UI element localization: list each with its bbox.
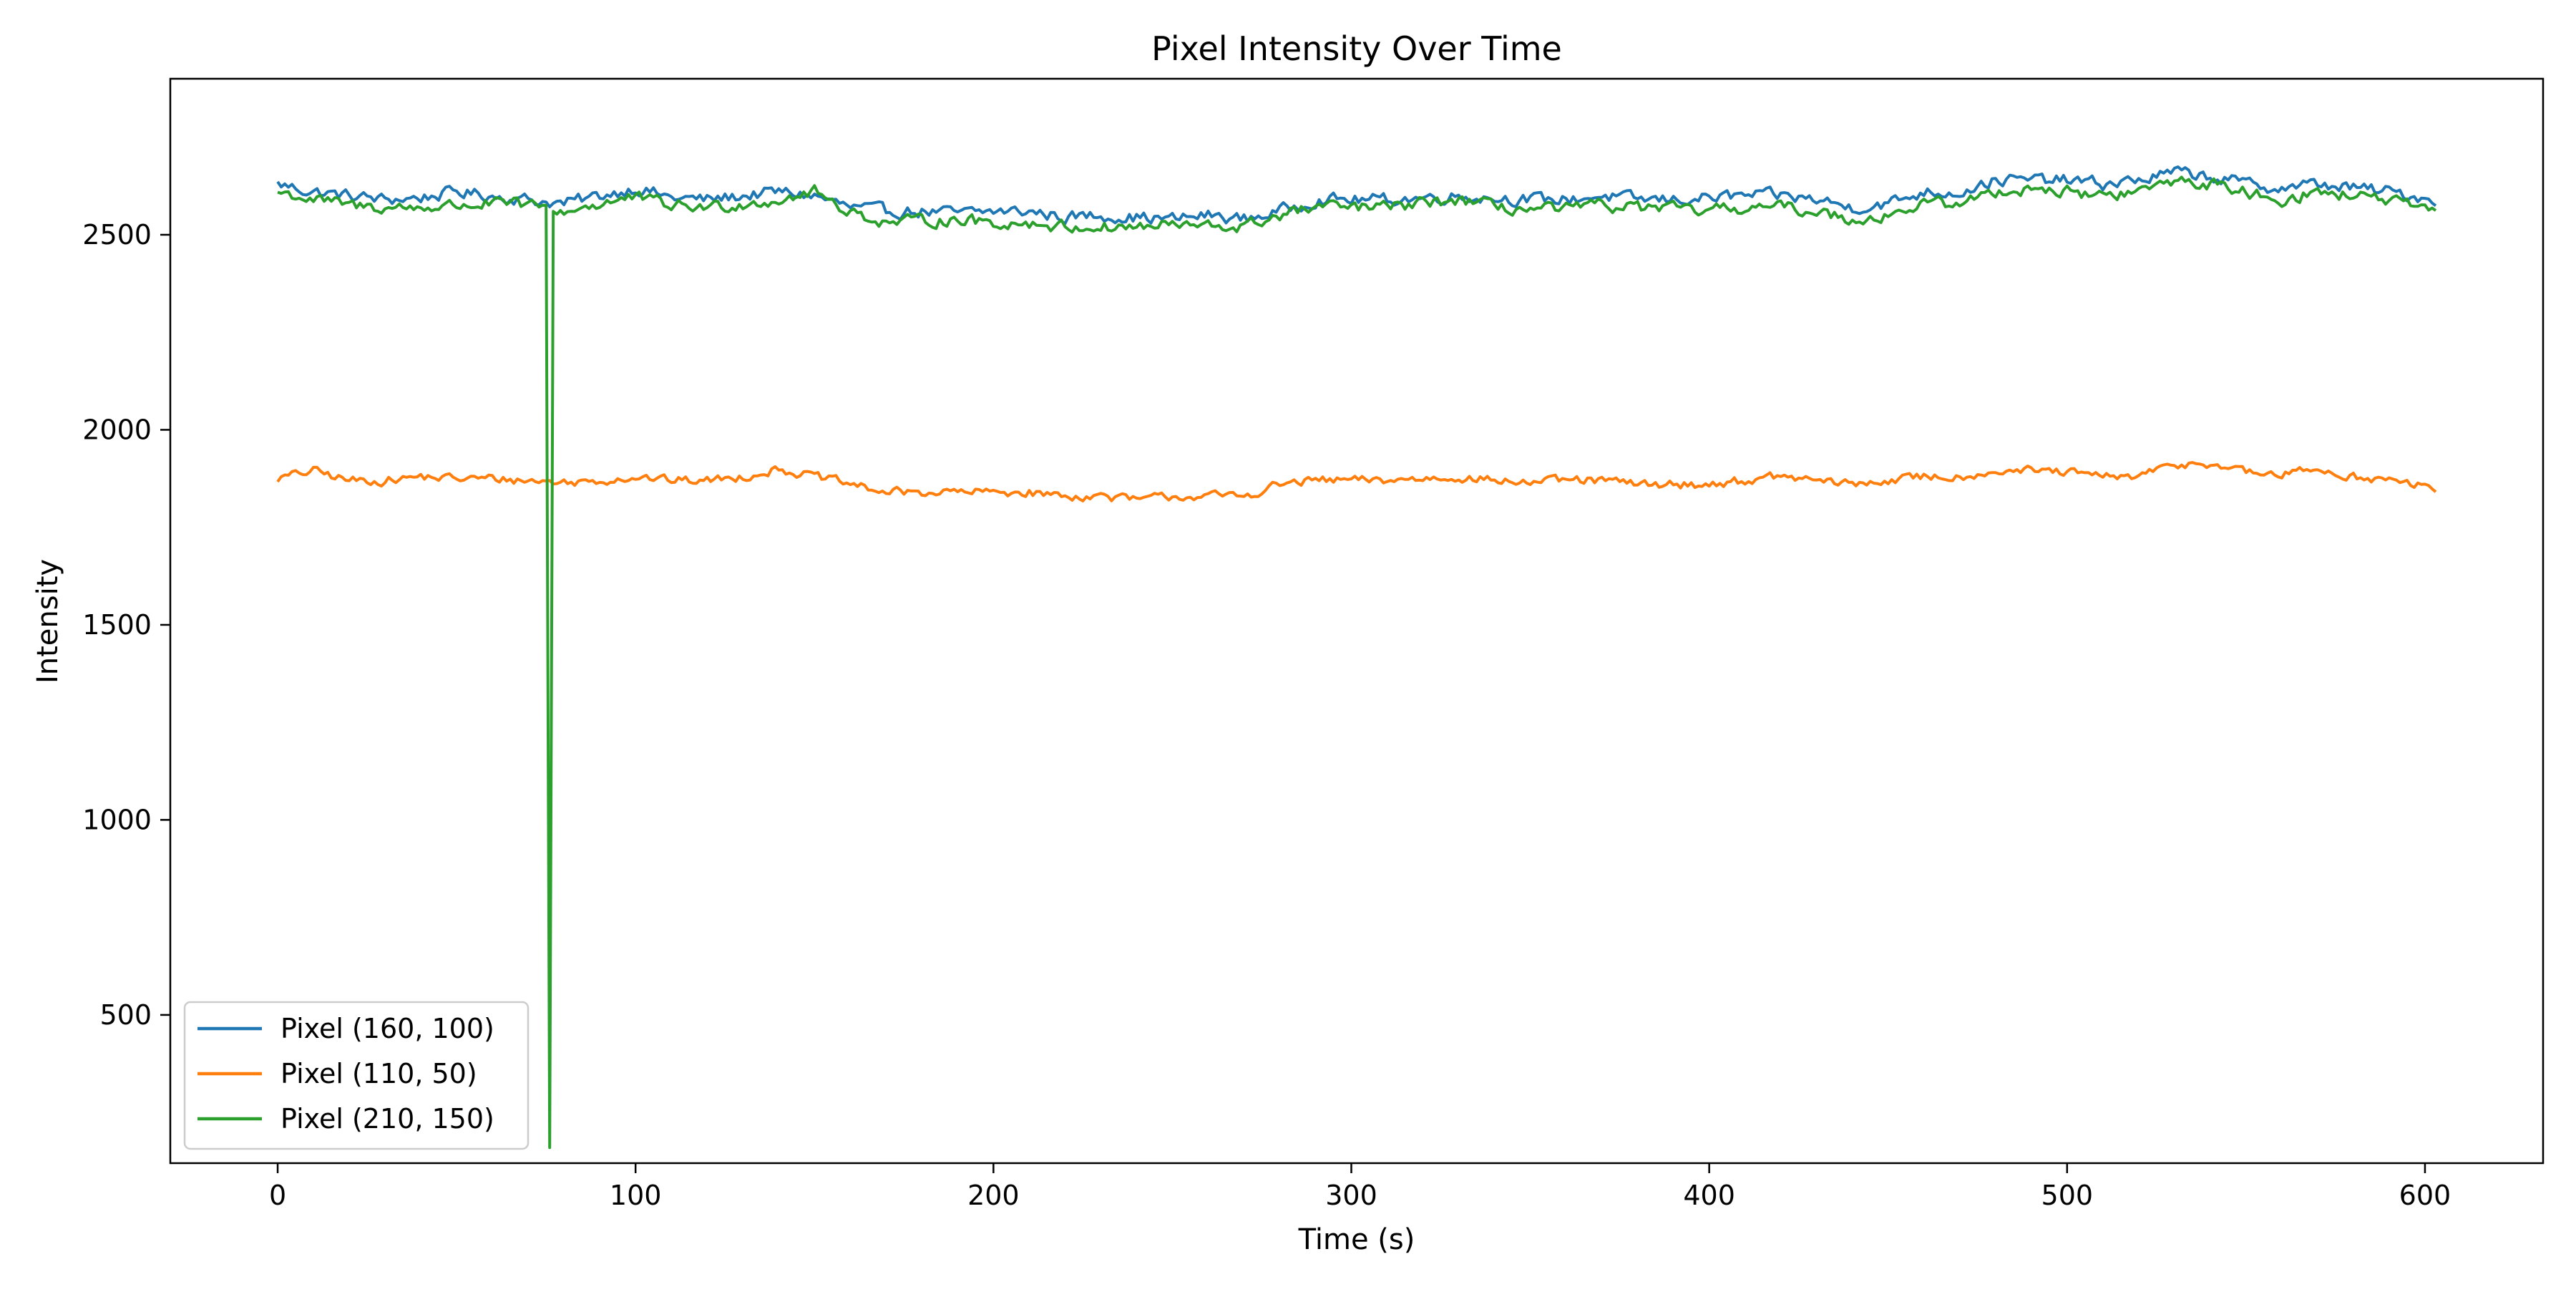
legend: Pixel (160, 100) Pixel (110, 50) Pixel (21… [183,1001,530,1150]
y-tick-label: 2500 [82,219,152,251]
y-tick-label: 2000 [82,414,152,445]
y-tick-label: 1500 [82,609,152,641]
series-line-3 [277,175,2437,1150]
y-tick-label: 500 [99,999,152,1031]
y-tick-label: 1000 [82,804,152,835]
legend-box [183,1001,530,1150]
x-tick-label: 300 [1325,1180,1377,1211]
x-axis-label: Time (s) [1298,1223,1415,1256]
x-axis: 0 100 200 300 400 500 600 [269,1163,2451,1211]
legend-label-3: Pixel (210, 150) [280,1103,494,1135]
x-tick-label: 400 [1683,1180,1735,1211]
x-tick-label: 500 [2041,1180,2094,1211]
chart-title: Pixel Intensity Over Time [1151,29,1562,68]
legend-label-2: Pixel (110, 50) [280,1058,477,1089]
x-tick-label: 600 [2399,1180,2451,1211]
series-layer [276,165,2437,1150]
legend-label-1: Pixel (160, 100) [280,1013,494,1044]
x-tick-label: 200 [967,1180,1020,1211]
y-axis-label: Intensity [31,559,64,684]
series-line-2 [276,461,2437,502]
x-tick-label: 100 [610,1180,662,1211]
x-tick-label: 0 [269,1180,286,1211]
y-axis: 500 1000 1500 2000 2500 [82,219,170,1031]
plot-frame [169,77,2545,1165]
